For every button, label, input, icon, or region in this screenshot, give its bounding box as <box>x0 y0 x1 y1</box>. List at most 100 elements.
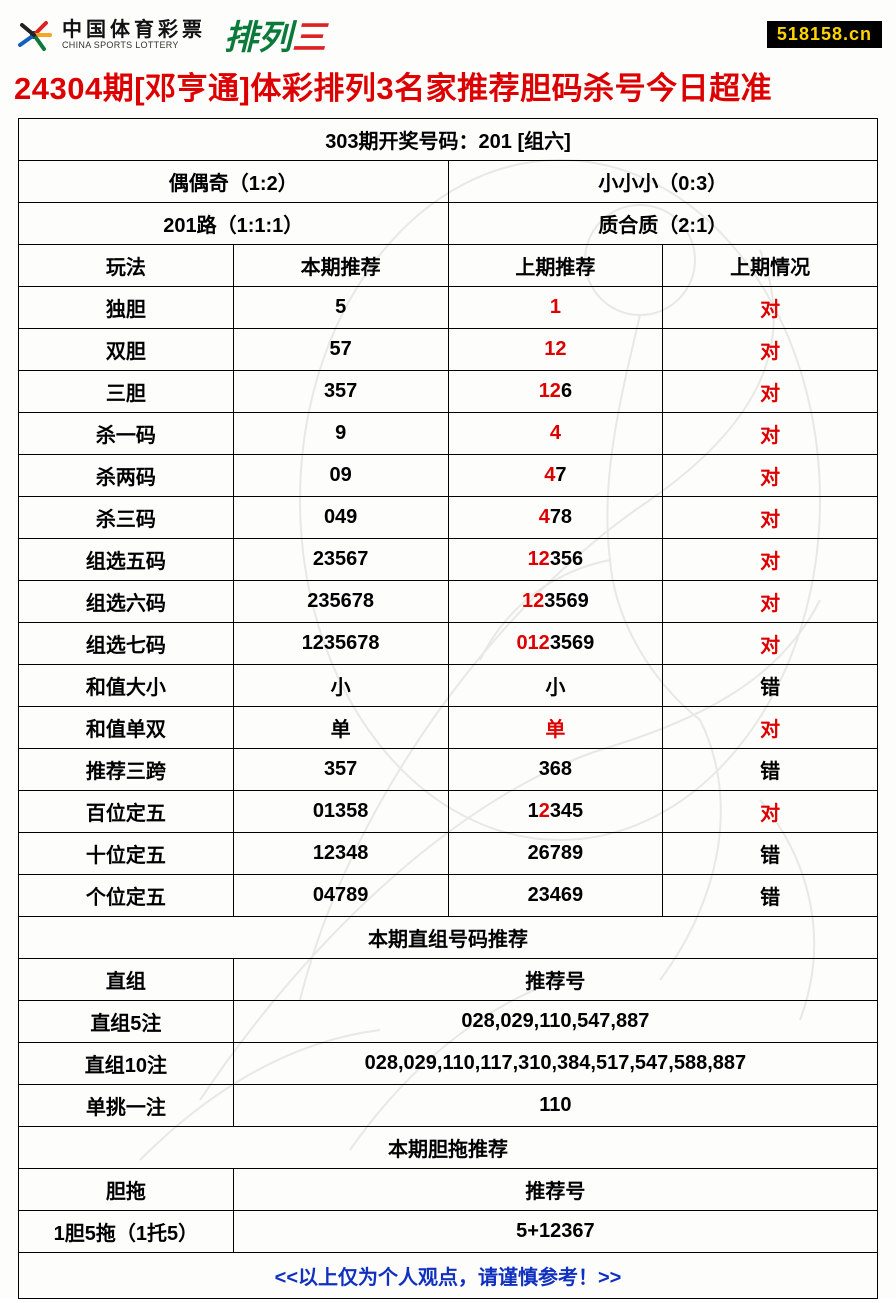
cell-current: 357 <box>233 371 448 413</box>
table-row: 直组10注028,029,110,117,310,384,517,547,588… <box>19 1043 878 1085</box>
pattern-row-1: 偶偶奇（1:2） 小小小（0:3） <box>19 161 878 203</box>
table-row: 组选七码12356780123569对 <box>19 623 878 665</box>
cell-play: 独胆 <box>19 287 234 329</box>
table-row: 杀三码049478对 <box>19 497 878 539</box>
table-row: 组选五码2356712356对 <box>19 539 878 581</box>
cell-status: 对 <box>663 287 878 329</box>
pattern-big-small: 小小小（0:3） <box>448 161 878 203</box>
pattern-row-2: 201路（1:1:1） 质合质（2:1） <box>19 203 878 245</box>
draw-result: 303期开奖号码：201 [组六] <box>19 119 878 161</box>
header: 中国体育彩票 CHINA SPORTS LOTTERY 排 列 三 518158… <box>0 0 896 59</box>
section2-col-left: 直组 <box>19 959 234 1001</box>
cell-status: 对 <box>663 581 878 623</box>
cell-status: 错 <box>663 749 878 791</box>
cell-current: 12348 <box>233 833 448 875</box>
cell-prev: 12356 <box>448 539 663 581</box>
col-play: 玩法 <box>19 245 234 287</box>
game-name-badge: 排 列 三 <box>224 10 326 59</box>
table-row: 百位定五0135812345对 <box>19 791 878 833</box>
cell-status: 对 <box>663 791 878 833</box>
page-title: 24304期[邓亨通]体彩排列3名家推荐胆码杀号今日超准 <box>0 59 896 118</box>
main-table-wrap: 303期开奖号码：201 [组六] 偶偶奇（1:2） 小小小（0:3） 201路… <box>18 118 878 1299</box>
pattern-route: 201路（1:1:1） <box>19 203 449 245</box>
section2-header-row: 本期直组号码推荐 <box>19 917 878 959</box>
table-row: 杀两码0947对 <box>19 455 878 497</box>
cell-status: 对 <box>663 707 878 749</box>
cell-value: 110 <box>233 1085 877 1127</box>
lottery-name-en: CHINA SPORTS LOTTERY <box>62 41 206 51</box>
table-row: 和值大小小小错 <box>19 665 878 707</box>
cell-current: 01358 <box>233 791 448 833</box>
cell-play: 杀三码 <box>19 497 234 539</box>
cell-prev: 47 <box>448 455 663 497</box>
cell-prev: 123569 <box>448 581 663 623</box>
table-row: 杀一码94对 <box>19 413 878 455</box>
col-current: 本期推荐 <box>233 245 448 287</box>
table-row: 单挑一注110 <box>19 1085 878 1127</box>
cell-prev: 26789 <box>448 833 663 875</box>
table-row: 个位定五0478923469错 <box>19 875 878 917</box>
lottery-logo-icon <box>14 15 54 55</box>
cell-status: 对 <box>663 371 878 413</box>
section3-header-row: 本期胆拖推荐 <box>19 1127 878 1169</box>
cell-value: 028,029,110,547,887 <box>233 1001 877 1043</box>
cell-prev: 1 <box>448 287 663 329</box>
cell-play: 组选五码 <box>19 539 234 581</box>
cell-play: 推荐三跨 <box>19 749 234 791</box>
cell-prev: 0123569 <box>448 623 663 665</box>
lottery-name: 中国体育彩票 CHINA SPORTS LOTTERY <box>62 19 206 51</box>
cell-prev: 小 <box>448 665 663 707</box>
cell-label: 单挑一注 <box>19 1085 234 1127</box>
col-prev: 上期推荐 <box>448 245 663 287</box>
cell-play: 三胆 <box>19 371 234 413</box>
cell-play: 杀两码 <box>19 455 234 497</box>
footer-row: <<以上仅为个人观点，请谨慎参考！>> <box>19 1253 878 1299</box>
cell-status: 对 <box>663 497 878 539</box>
cell-prev: 12345 <box>448 791 663 833</box>
table-row: 1胆5拖（1托5）5+12367 <box>19 1211 878 1253</box>
section3-header: 本期胆拖推荐 <box>19 1127 878 1169</box>
main-table: 303期开奖号码：201 [组六] 偶偶奇（1:2） 小小小（0:3） 201路… <box>18 118 878 1299</box>
table-row: 独胆51对 <box>19 287 878 329</box>
table-row: 和值单双单单对 <box>19 707 878 749</box>
cell-status: 对 <box>663 329 878 371</box>
cell-current: 09 <box>233 455 448 497</box>
cell-current: 单 <box>233 707 448 749</box>
col-status: 上期情况 <box>663 245 878 287</box>
cell-current: 1235678 <box>233 623 448 665</box>
footer-note: <<以上仅为个人观点，请谨慎参考！>> <box>19 1253 878 1299</box>
cell-prev: 478 <box>448 497 663 539</box>
cell-prev: 23469 <box>448 875 663 917</box>
table-row: 双胆5712对 <box>19 329 878 371</box>
cell-current: 235678 <box>233 581 448 623</box>
section2-cols: 直组 推荐号 <box>19 959 878 1001</box>
cell-prev: 126 <box>448 371 663 413</box>
cell-play: 和值大小 <box>19 665 234 707</box>
section2-header: 本期直组号码推荐 <box>19 917 878 959</box>
cell-status: 错 <box>663 875 878 917</box>
cell-prev: 12 <box>448 329 663 371</box>
cell-value: 5+12367 <box>233 1211 877 1253</box>
cell-play: 个位定五 <box>19 875 234 917</box>
cell-label: 直组10注 <box>19 1043 234 1085</box>
cell-status: 错 <box>663 665 878 707</box>
cell-prev: 4 <box>448 413 663 455</box>
cell-current: 23567 <box>233 539 448 581</box>
cell-prev: 368 <box>448 749 663 791</box>
cell-current: 5 <box>233 287 448 329</box>
table-row: 三胆357126对 <box>19 371 878 413</box>
lottery-name-cn: 中国体育彩票 <box>62 19 206 41</box>
cell-status: 对 <box>663 455 878 497</box>
table-row: 直组5注028,029,110,547,887 <box>19 1001 878 1043</box>
cell-label: 直组5注 <box>19 1001 234 1043</box>
table-row: 组选六码235678123569对 <box>19 581 878 623</box>
header-left: 中国体育彩票 CHINA SPORTS LOTTERY 排 列 三 <box>14 10 326 59</box>
cell-label: 1胆5拖（1托5） <box>19 1211 234 1253</box>
column-header-row: 玩法 本期推荐 上期推荐 上期情况 <box>19 245 878 287</box>
cell-current: 9 <box>233 413 448 455</box>
cell-prev: 单 <box>448 707 663 749</box>
site-badge: 518158.cn <box>767 21 882 48</box>
cell-play: 十位定五 <box>19 833 234 875</box>
draw-result-row: 303期开奖号码：201 [组六] <box>19 119 878 161</box>
cell-play: 组选六码 <box>19 581 234 623</box>
